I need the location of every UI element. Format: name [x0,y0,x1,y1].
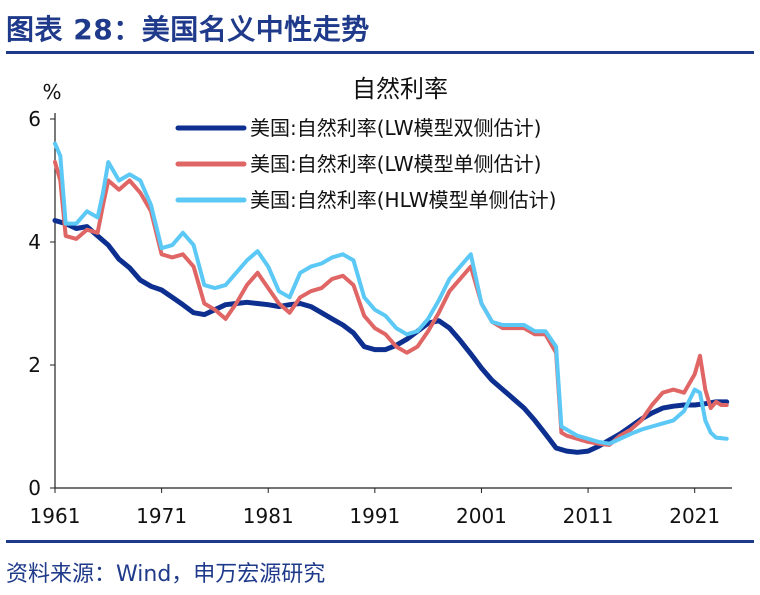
x-tick-label: 2011 [563,504,614,528]
title-divider [6,51,754,54]
source-divider [6,540,754,543]
series-line-3 [53,141,729,446]
x-tick-label: 2001 [456,504,507,528]
figure-title: 图表 28：美国名义中性走势 [6,13,370,46]
x-tick-label: 1961 [30,504,81,528]
legend-label-3: 美国:自然利率(HLW模型单侧估计) [250,188,556,212]
x-tick-label: 1971 [136,504,187,528]
series-line-1 [52,218,730,455]
legend-label-2: 美国:自然利率(LW模型单侧估计) [250,152,541,176]
legend-label-1: 美国:自然利率(LW模型双侧估计) [250,116,541,140]
y-tick-label: 6 [28,107,41,131]
chart-title: 自然利率 [352,75,448,103]
x-tick-label: 2021 [669,504,720,528]
y-axis-label: % [42,80,61,104]
y-tick-label: 2 [28,353,41,377]
x-tick-label: 1981 [243,504,294,528]
source-note: 资料来源：Wind，申万宏源研究 [6,562,326,587]
y-tick-label: 4 [28,230,41,254]
x-tick-label: 1991 [349,504,400,528]
y-tick-label: 0 [28,476,41,500]
line-chart: 0 2 4 6 1961 1971 1981 1991 2001 2011 2021% 自然利率美国:… [28,75,732,528]
